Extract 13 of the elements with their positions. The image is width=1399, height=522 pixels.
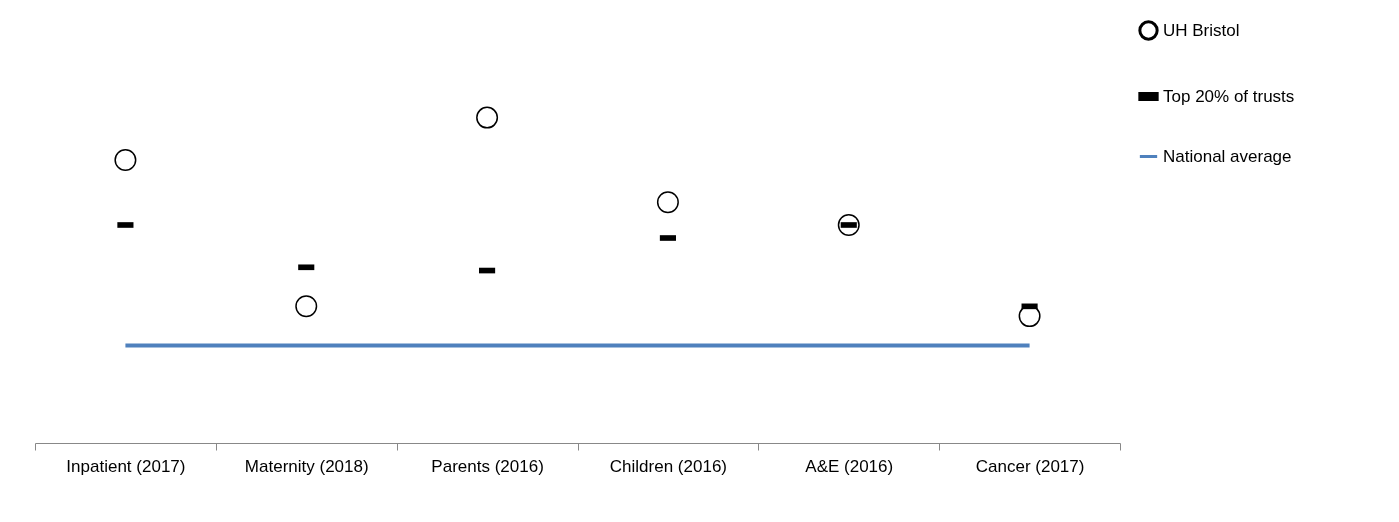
x-tick-label: Maternity (2018): [244, 456, 369, 476]
x-tick-label: Children (2016): [609, 456, 728, 476]
x-tick-label: Parents (2016): [431, 456, 544, 476]
point: [114, 148, 137, 171]
x-tick-label: Inpatient (2017): [66, 456, 186, 476]
legend-label: National average: [1163, 146, 1292, 166]
legend-label: UH Bristol: [1163, 20, 1240, 40]
point: [295, 295, 318, 318]
point: [656, 191, 679, 214]
legend-label: Top 20% of trusts: [1163, 86, 1295, 106]
point: [476, 106, 499, 129]
x-tick-label: Cancer (2017): [975, 456, 1085, 476]
x-tick-label: A&E (2016): [805, 456, 894, 476]
